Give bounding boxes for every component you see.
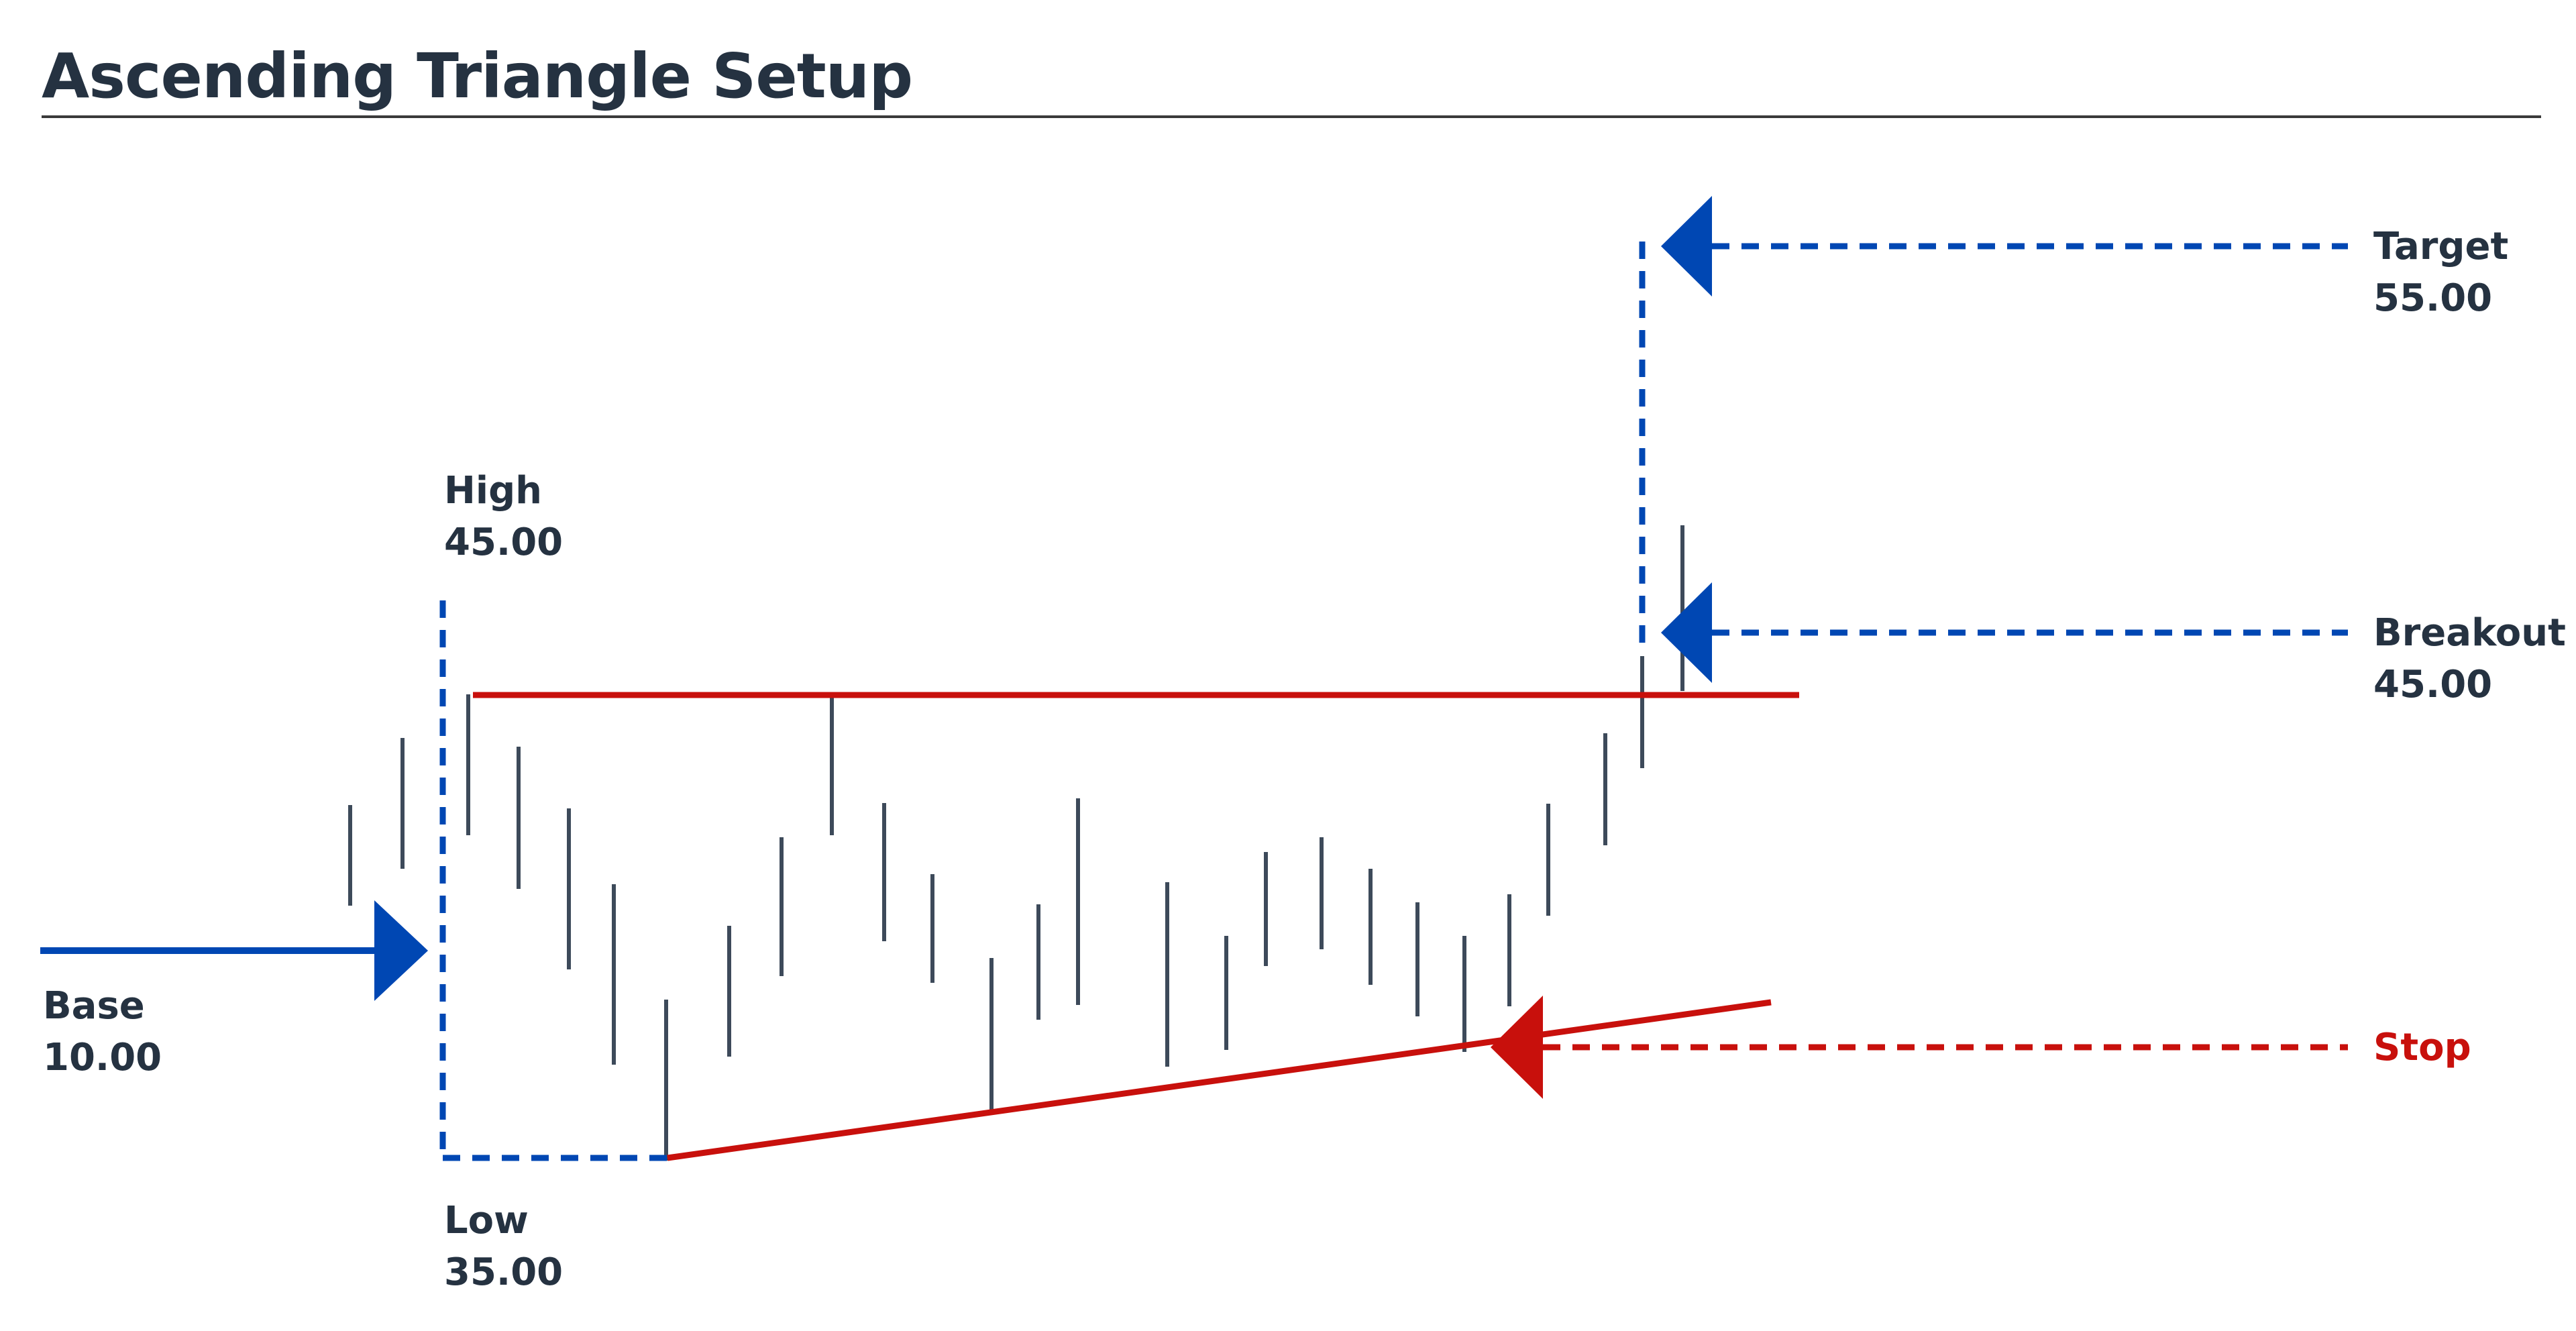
target-label-value: 55.00	[2373, 276, 2492, 320]
stop-label-name: Stop	[2373, 1026, 2471, 1069]
target-label-name: Target	[2373, 225, 2508, 268]
price-bars	[348, 525, 1684, 1161]
breakout-label-name: Breakout	[2373, 611, 2566, 655]
base-label-name: Base	[43, 984, 145, 1028]
support-trendline	[667, 999, 1772, 1161]
base-arrow-icon	[374, 900, 428, 1001]
low-label-value: 35.00	[444, 1250, 563, 1294]
high-label-value: 45.00	[444, 521, 563, 564]
breakout-label-value: 45.00	[2373, 663, 2492, 706]
base-label: Base 10.00	[43, 984, 162, 1079]
breakout-label: Breakout 45.00	[2373, 611, 2566, 706]
target-label: Target 55.00	[2373, 225, 2508, 320]
base-label-value: 10.00	[43, 1036, 162, 1079]
high-label: High 45.00	[444, 469, 563, 564]
stop-arrow-icon	[1491, 996, 1543, 1099]
target-arrow-icon	[1661, 196, 1712, 297]
high-label-name: High	[444, 469, 542, 513]
breakout-arrow-icon	[1661, 582, 1712, 683]
page-title: Ascending Triangle Setup	[42, 40, 912, 112]
low-label-name: Low	[444, 1199, 529, 1242]
stop-label: Stop	[2373, 1026, 2471, 1069]
low-label: Low 35.00	[444, 1199, 563, 1294]
